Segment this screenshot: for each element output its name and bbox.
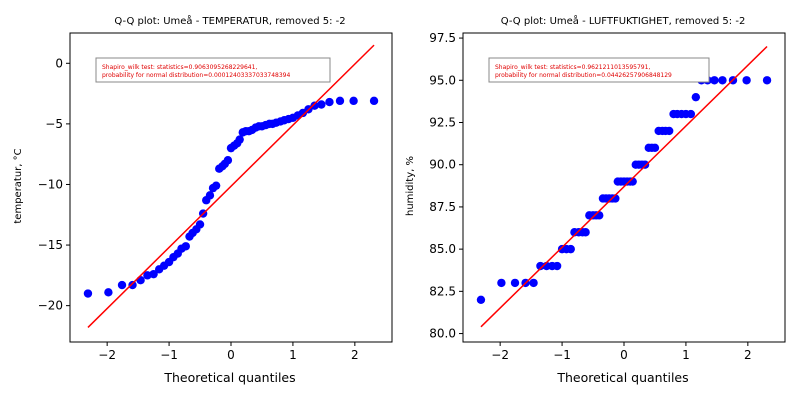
- x-tick-label: 2: [744, 348, 752, 362]
- x-axis-label: Theoretical quantiles: [556, 370, 688, 385]
- x-tick-label: −1: [553, 348, 571, 362]
- y-tick-label: 92.5: [429, 115, 456, 129]
- data-point: [349, 96, 358, 106]
- data-point: [128, 280, 137, 290]
- annotation-line-1: Shapiro_wilk test: statistics=0.90630952…: [102, 64, 257, 71]
- x-tick-label: −1: [160, 348, 178, 362]
- data-point: [223, 156, 233, 165]
- data-point: [195, 220, 205, 229]
- data-point: [117, 280, 127, 290]
- data-point: [686, 109, 696, 119]
- data-point: [552, 261, 562, 271]
- data-point: [211, 181, 221, 190]
- x-tick-label: 0: [227, 348, 235, 362]
- x-tick-label: 1: [289, 348, 297, 362]
- chart-title: Q-Q plot: Umeå - TEMPERATUR, removed 5: …: [114, 14, 345, 27]
- data-point: [718, 76, 727, 85]
- chart-title: Q-Q plot: Umeå - LUFTFUKTIGHET, removed …: [501, 14, 746, 27]
- annotation-box: [95, 57, 331, 83]
- x-tick-label: 0: [620, 348, 628, 362]
- data-point: [640, 160, 650, 169]
- y-tick-label: 80.0: [429, 327, 456, 341]
- temperature-qq-plot: Q-Q plot: Umeå - TEMPERATUR, removed 5: …: [13, 14, 393, 385]
- y-tick-label: −10: [38, 177, 63, 191]
- data-point: [149, 269, 158, 279]
- data-point: [497, 278, 506, 288]
- annotation-box: [488, 57, 710, 83]
- data-point: [335, 96, 345, 106]
- annotation-line-2: probability for normal distribution=0.04…: [495, 72, 672, 79]
- data-point: [742, 76, 751, 85]
- data-point: [595, 211, 604, 220]
- data-point: [691, 92, 701, 102]
- x-axis-label: Theoretical quantiles: [163, 370, 295, 385]
- data-point: [369, 96, 379, 106]
- reference-line: [480, 45, 768, 328]
- y-tick-label: 87.5: [429, 200, 456, 214]
- data-point: [83, 289, 93, 298]
- data-point: [317, 100, 326, 109]
- y-tick-label: 85.0: [429, 242, 456, 256]
- shapiro-annotation: Shapiro_wilk test: statistics=0.96212110…: [488, 57, 710, 83]
- data-point: [529, 278, 538, 288]
- data-point: [136, 276, 145, 285]
- annotation-line-1: Shapiro_wilk test: statistics=0.96212110…: [495, 64, 650, 71]
- y-tick-label: 97.5: [429, 31, 456, 45]
- data-point: [310, 101, 319, 110]
- data-point: [536, 261, 545, 271]
- data-point: [710, 76, 719, 85]
- data-point: [325, 97, 334, 107]
- data-point: [181, 242, 190, 251]
- y-tick-label: −15: [38, 238, 63, 252]
- data-point: [235, 135, 244, 144]
- x-tick-label: −2: [98, 348, 116, 362]
- data-point: [205, 191, 215, 200]
- data-point: [762, 76, 772, 85]
- x-tick-label: 2: [351, 348, 359, 362]
- data-point: [510, 278, 520, 288]
- data-point: [476, 295, 486, 304]
- reference-line: [87, 44, 375, 328]
- data-point: [566, 244, 575, 254]
- y-tick-label: 95.0: [429, 73, 456, 87]
- shapiro-annotation: Shapiro_wilk test: statistics=0.90630952…: [95, 57, 331, 83]
- y-tick-label: 90.0: [429, 158, 456, 172]
- data-point: [581, 228, 590, 237]
- y-tick-label: −5: [45, 117, 63, 131]
- y-tick-label: 82.5: [429, 284, 456, 298]
- data-point: [665, 126, 674, 136]
- data-point: [104, 288, 113, 297]
- y-axis-label: temperatur, °C: [13, 148, 24, 223]
- x-tick-label: 1: [682, 348, 690, 362]
- data-point: [650, 143, 660, 153]
- y-axis-label: humidity, %: [405, 156, 416, 216]
- y-tick-label: −20: [38, 299, 63, 313]
- x-tick-label: −2: [491, 348, 509, 362]
- y-tick-label: 0: [55, 56, 63, 70]
- humidity-qq-plot: Q-Q plot: Umeå - LUFTFUKTIGHET, removed …: [405, 14, 786, 385]
- annotation-line-2: probability for normal distribution=0.00…: [102, 72, 290, 79]
